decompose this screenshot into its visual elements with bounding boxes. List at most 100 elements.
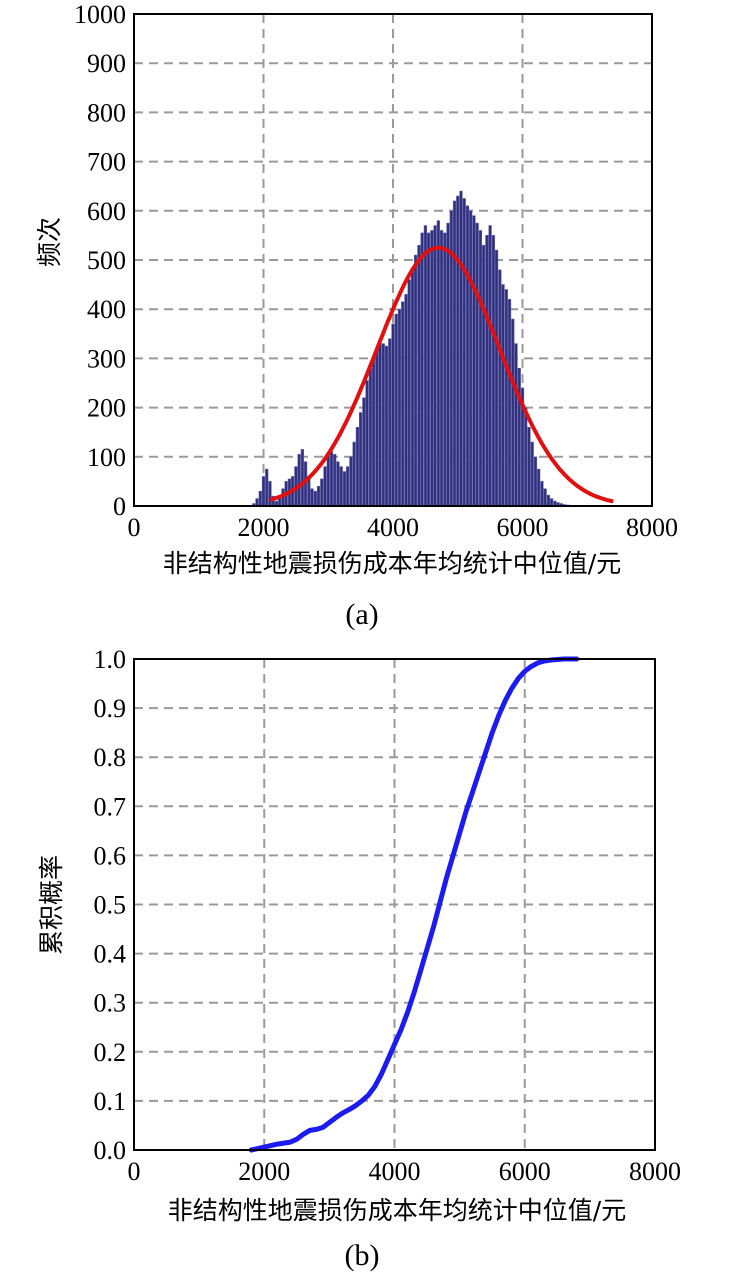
histogram-bar <box>333 454 337 507</box>
histogram-bar <box>349 456 353 507</box>
histogram-bar <box>414 254 418 507</box>
histogram-bar <box>278 498 282 507</box>
histogram-bar <box>329 451 334 507</box>
y-tick-label: 0.1 <box>94 1087 127 1116</box>
histogram-bar <box>537 468 541 507</box>
histogram-bar <box>507 299 512 507</box>
plot-frame <box>133 658 656 1151</box>
histogram-bar <box>323 466 327 507</box>
y-axis-label: 频次 <box>35 217 64 267</box>
y-tick-label: 900 <box>87 49 126 78</box>
y-tick-label: 200 <box>87 394 126 423</box>
histogram-bar <box>475 222 479 507</box>
x-tick-label: 8000 <box>629 1157 681 1186</box>
y-tick-label: 400 <box>87 295 126 324</box>
histogram-bar <box>407 279 411 507</box>
histogram-bar <box>384 345 389 507</box>
histogram-bar <box>258 490 262 507</box>
histogram-bar <box>459 190 463 507</box>
histogram-bar <box>446 222 450 507</box>
histogram-bar <box>501 284 505 507</box>
histogram-bar <box>359 412 363 507</box>
x-tick-label: 2000 <box>238 1157 290 1186</box>
y-tick-label: 1000 <box>74 0 126 29</box>
x-tick-label: 4000 <box>367 513 419 542</box>
cdf-line <box>248 656 580 1153</box>
x-tick-label: 4000 <box>369 1157 421 1186</box>
histogram-bar <box>265 468 269 507</box>
histogram-bar <box>504 289 508 507</box>
y-tick-label: 0.4 <box>94 940 127 969</box>
histogram-bar <box>530 441 534 507</box>
histogram-bar <box>488 225 492 507</box>
histogram-bar <box>320 478 324 507</box>
histogram-bar <box>498 269 502 507</box>
histogram-bar <box>524 407 528 507</box>
histogram-bar <box>485 235 489 507</box>
histogram-bar <box>310 488 314 507</box>
histogram-bar <box>316 486 321 507</box>
x-tick-label: 0 <box>128 1157 141 1186</box>
x-tick-label: 6000 <box>499 1157 551 1186</box>
histogram-bar <box>268 481 272 507</box>
x-axis-label: 非结构性地震损伤成本年均统计中位值/元 <box>163 549 621 578</box>
histogram-bar <box>495 249 499 507</box>
y-tick-label: 0.2 <box>94 1038 127 1067</box>
x-tick-label: 0 <box>128 513 141 542</box>
histogram-bar <box>423 225 427 507</box>
histogram-bar <box>297 454 301 507</box>
y-tick-label: 0.9 <box>94 694 127 723</box>
histogram-bar <box>368 367 372 507</box>
cdf-panel: 0 2000 4000 6000 8000 0.0 0.1 0.2 0.3 0.4 0.5 0.6 0… <box>37 645 681 1272</box>
y-tick-label: 1.0 <box>94 645 127 674</box>
y-tick-label: 100 <box>87 443 126 472</box>
y-tick-label: 500 <box>87 246 126 275</box>
histogram-bar <box>443 232 447 507</box>
histogram-bar <box>362 397 366 507</box>
histogram-bar <box>543 488 547 507</box>
histogram-bar <box>300 449 304 507</box>
histogram-bar <box>397 308 402 507</box>
histogram-bar <box>482 244 486 507</box>
histogram-bar <box>462 198 466 507</box>
histogram-bars <box>252 190 573 507</box>
panel-caption: (a) <box>345 598 378 631</box>
histogram-bar <box>465 205 470 507</box>
histogram-bar <box>371 358 376 507</box>
y-axis-label: 累积概率 <box>37 855 66 955</box>
histogram-bar <box>417 244 421 507</box>
histogram-bar <box>336 461 340 507</box>
histogram-bar <box>394 313 398 507</box>
histogram-bar <box>404 294 408 507</box>
histogram-bar <box>346 466 350 507</box>
x-axis-label: 非结构性地震损伤成本年均统计中位值/元 <box>168 1196 626 1225</box>
histogram-bar <box>255 498 259 507</box>
x-tick-labels: 0 2000 4000 6000 8000 <box>128 513 679 542</box>
histogram-bar <box>436 220 440 507</box>
histogram-bar <box>375 348 379 507</box>
y-tick-label: 600 <box>87 197 126 226</box>
histogram-bar <box>491 235 495 507</box>
plot-frame <box>133 13 653 507</box>
histogram-bar <box>410 269 415 507</box>
histogram-bar <box>439 230 444 507</box>
histogram-bar <box>430 230 434 507</box>
histogram-bar <box>540 481 544 507</box>
y-tick-label: 0.5 <box>94 891 127 920</box>
y-tick-label: 800 <box>87 98 126 127</box>
y-tick-label: 0.0 <box>94 1136 127 1165</box>
y-tick-label: 0.3 <box>94 989 127 1018</box>
histogram-bar <box>511 318 515 507</box>
y-tick-labels: 0.0 0.1 0.2 0.3 0.4 0.5 0.6 0.7 0.8 0.9 1.0 <box>94 645 127 1165</box>
histogram-panel: 0 2000 4000 6000 8000 0 100 200 300 400 500 600 700… <box>35 0 678 631</box>
histogram-bar <box>427 232 431 507</box>
histogram-bar <box>378 340 382 507</box>
histogram-bar <box>391 323 395 507</box>
y-tick-label: 0.6 <box>94 841 127 870</box>
histogram-bar <box>472 215 476 507</box>
y-tick-label: 0.7 <box>94 792 127 821</box>
histogram-bar <box>478 230 483 507</box>
panel-caption: (b) <box>345 1239 380 1272</box>
histogram-bar <box>342 471 347 507</box>
